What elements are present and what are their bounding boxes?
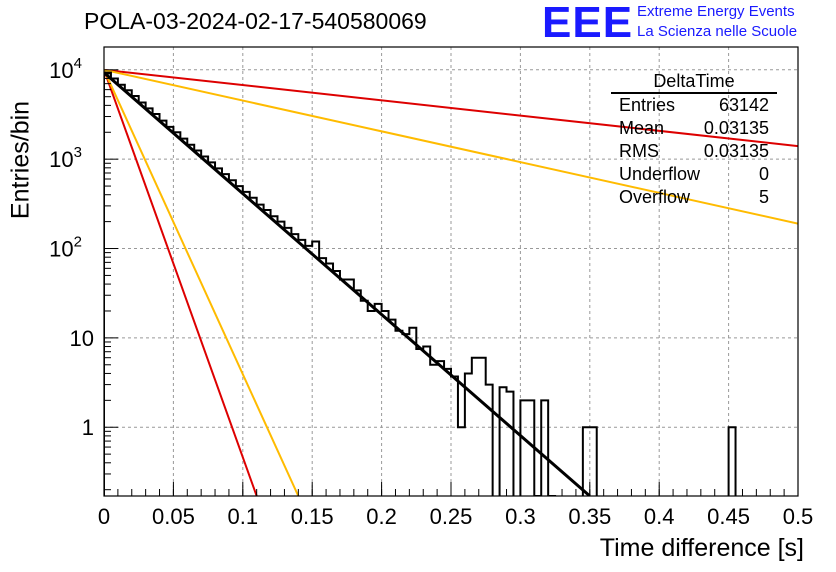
reference-line bbox=[104, 68, 798, 148]
stats-label: Entries bbox=[619, 95, 676, 115]
reference-line bbox=[104, 69, 258, 496]
x-tick-label: 0.4 bbox=[644, 504, 675, 529]
y-tick-label: 103 bbox=[49, 144, 82, 172]
stats-row-rms: RMS 0.03135 bbox=[611, 140, 777, 163]
x-tick-label: 0.3 bbox=[505, 504, 536, 529]
y-tick-label: 10 bbox=[70, 326, 94, 351]
x-tick-label: 0.25 bbox=[430, 504, 473, 529]
x-tick-label: 0 bbox=[98, 504, 110, 529]
stats-row-overflow: Overflow 5 bbox=[611, 186, 777, 209]
x-tick-label: 0.35 bbox=[568, 504, 611, 529]
stats-value: 5 bbox=[758, 187, 769, 207]
eee-logo: EEE bbox=[542, 0, 634, 47]
stats-label: RMS bbox=[619, 141, 659, 161]
stats-label: Underflow bbox=[619, 164, 701, 184]
y-axis-label-wrap: Entries/bin bbox=[6, 100, 36, 220]
y-tick-label: 1 bbox=[82, 415, 94, 440]
stats-value: 0 bbox=[758, 164, 769, 184]
x-tick-label: 0.05 bbox=[152, 504, 195, 529]
logo-line-1: Extreme Energy Events bbox=[637, 3, 795, 20]
stats-value: 0.03135 bbox=[703, 118, 769, 138]
stats-label: Mean bbox=[619, 118, 665, 138]
x-tick-label: 0.1 bbox=[228, 504, 259, 529]
chart-title: POLA-03-2024-02-17-540580069 bbox=[84, 8, 427, 34]
stats-value: 63142 bbox=[718, 95, 769, 115]
stats-value: 0.03135 bbox=[703, 141, 769, 161]
fit-line bbox=[104, 71, 591, 496]
logo-line-2: La Scienza nelle Scuole bbox=[637, 23, 798, 40]
y-tick-label: 104 bbox=[49, 55, 82, 83]
y-axis-label: Entries/bin bbox=[6, 100, 35, 220]
x-tick-label: 0.45 bbox=[707, 504, 750, 529]
stats-title: DeltaTime bbox=[611, 70, 777, 94]
x-tick-label: 0.5 bbox=[783, 504, 814, 529]
stats-box: DeltaTime Entries 63142 Mean 0.03135 RMS 0.… bbox=[611, 70, 777, 209]
reference-line bbox=[104, 69, 300, 496]
stats-label: Overflow bbox=[619, 187, 691, 207]
y-tick-label: 102 bbox=[49, 234, 82, 262]
x-axis-label: Time difference [s] bbox=[599, 534, 804, 562]
stats-row-underflow: Underflow 0 bbox=[611, 163, 777, 186]
reference-line bbox=[104, 68, 798, 225]
x-tick-label: 0.15 bbox=[291, 504, 334, 529]
x-tick-label: 0.2 bbox=[366, 504, 397, 529]
stats-row-mean: Mean 0.03135 bbox=[611, 117, 777, 140]
stats-row-entries: Entries 63142 bbox=[611, 94, 777, 117]
